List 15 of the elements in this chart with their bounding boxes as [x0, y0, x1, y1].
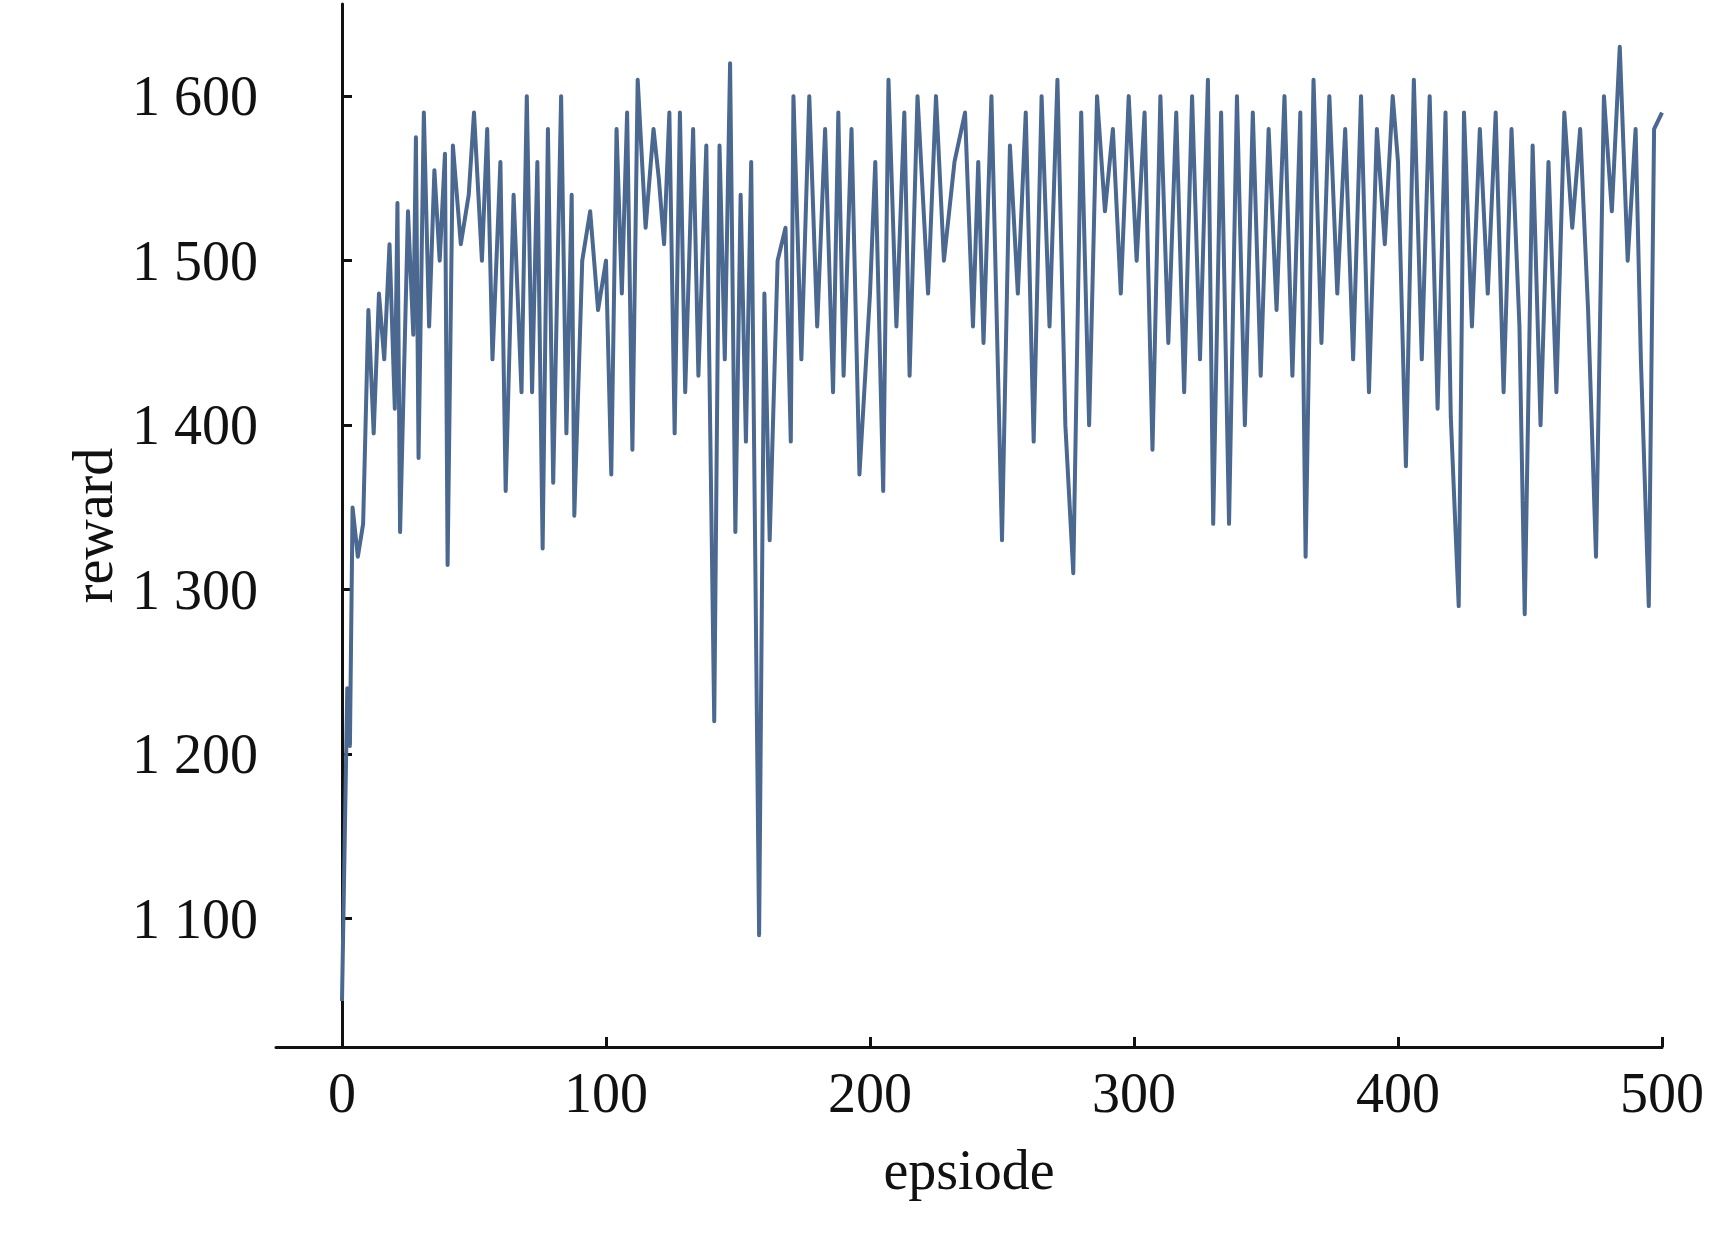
x-tick-label: 0 — [328, 1062, 356, 1124]
y-tick-label: 1 100 — [132, 887, 258, 950]
y-tick-label: 1 400 — [132, 394, 258, 457]
x-tick-label: 500 — [1620, 1062, 1704, 1124]
x-tick-label: 300 — [1092, 1062, 1176, 1124]
y-tick-label: 1 500 — [132, 229, 258, 292]
y-tick-label: 1 200 — [132, 723, 258, 786]
y-tick-label: 1 600 — [132, 65, 258, 128]
y-tick-label: 1 300 — [132, 558, 258, 621]
x-tick-label: 200 — [828, 1062, 912, 1124]
x-tick-label: 100 — [564, 1062, 648, 1124]
x-axis-title: epsiode — [883, 1139, 1055, 1201]
x-tick-label: 400 — [1356, 1062, 1440, 1124]
line-series — [340, 44, 1664, 1003]
y-axis-title: reward — [62, 447, 125, 604]
